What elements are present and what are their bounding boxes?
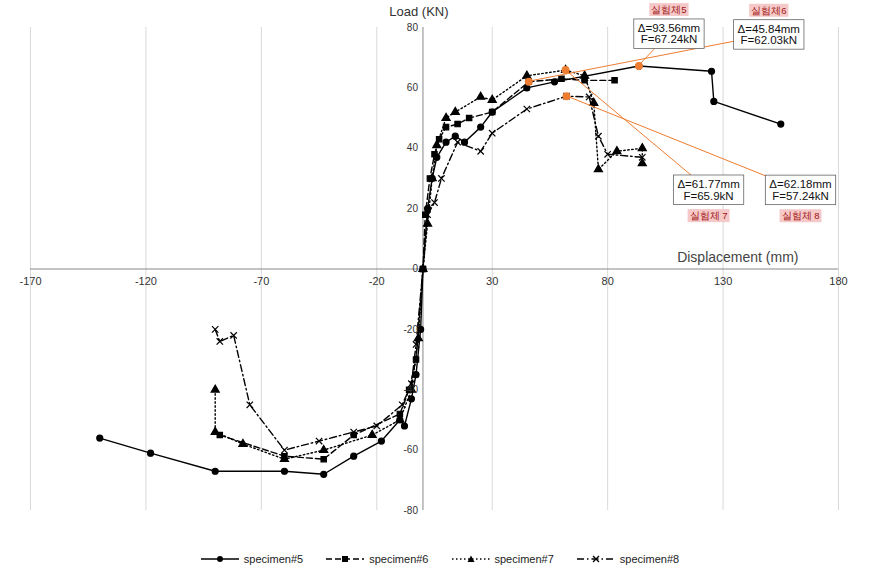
html-text:specimen#8: specimen#8: [619, 553, 680, 565]
svg-text:Load (KN): Load (KN): [389, 4, 448, 19]
svg-text:Displacement (mm): Displacement (mm): [677, 249, 798, 265]
svg-text:실험체 8: 실험체 8: [782, 210, 820, 221]
svg-text:30: 30: [486, 275, 498, 287]
html-text:specimen#7: specimen#7: [494, 553, 554, 565]
svg-text:-70: -70: [253, 275, 269, 287]
svg-text:60: 60: [407, 82, 419, 93]
svg-text:실험체5: 실험체5: [651, 4, 686, 15]
svg-text:-170: -170: [19, 275, 41, 287]
svg-text:Δ=93.56mmF=67.24kN: Δ=93.56mmF=67.24kN: [638, 22, 700, 46]
svg-text:-60: -60: [404, 444, 419, 455]
svg-text:80: 80: [407, 22, 419, 33]
html-text:specimen#6: specimen#6: [369, 553, 429, 565]
svg-text:-120: -120: [135, 275, 157, 287]
svg-text:Δ=61.77mmF=65.9kN: Δ=61.77mmF=65.9kN: [677, 178, 739, 202]
svg-text:80: 80: [602, 275, 614, 287]
html-text:specimen#5: specimen#5: [243, 553, 304, 565]
svg-text:40: 40: [407, 142, 419, 153]
svg-text:-20: -20: [404, 324, 419, 335]
svg-text:130: 130: [714, 275, 732, 287]
svg-text:20: 20: [407, 203, 419, 214]
svg-text:실험체6: 실험체6: [751, 5, 786, 16]
svg-text:실험체 7: 실험체 7: [690, 210, 728, 221]
svg-text:180: 180: [829, 275, 847, 287]
svg-text:-40: -40: [404, 384, 419, 395]
svg-text:-20: -20: [369, 275, 385, 287]
svg-text:0: 0: [412, 263, 418, 274]
svg-text:-80: -80: [404, 505, 419, 516]
svg-text:Δ=62.18mmF=57.24kN: Δ=62.18mmF=57.24kN: [769, 178, 831, 202]
svg-text:Δ=45.84mmF=62.03kN: Δ=45.84mmF=62.03kN: [738, 23, 800, 47]
